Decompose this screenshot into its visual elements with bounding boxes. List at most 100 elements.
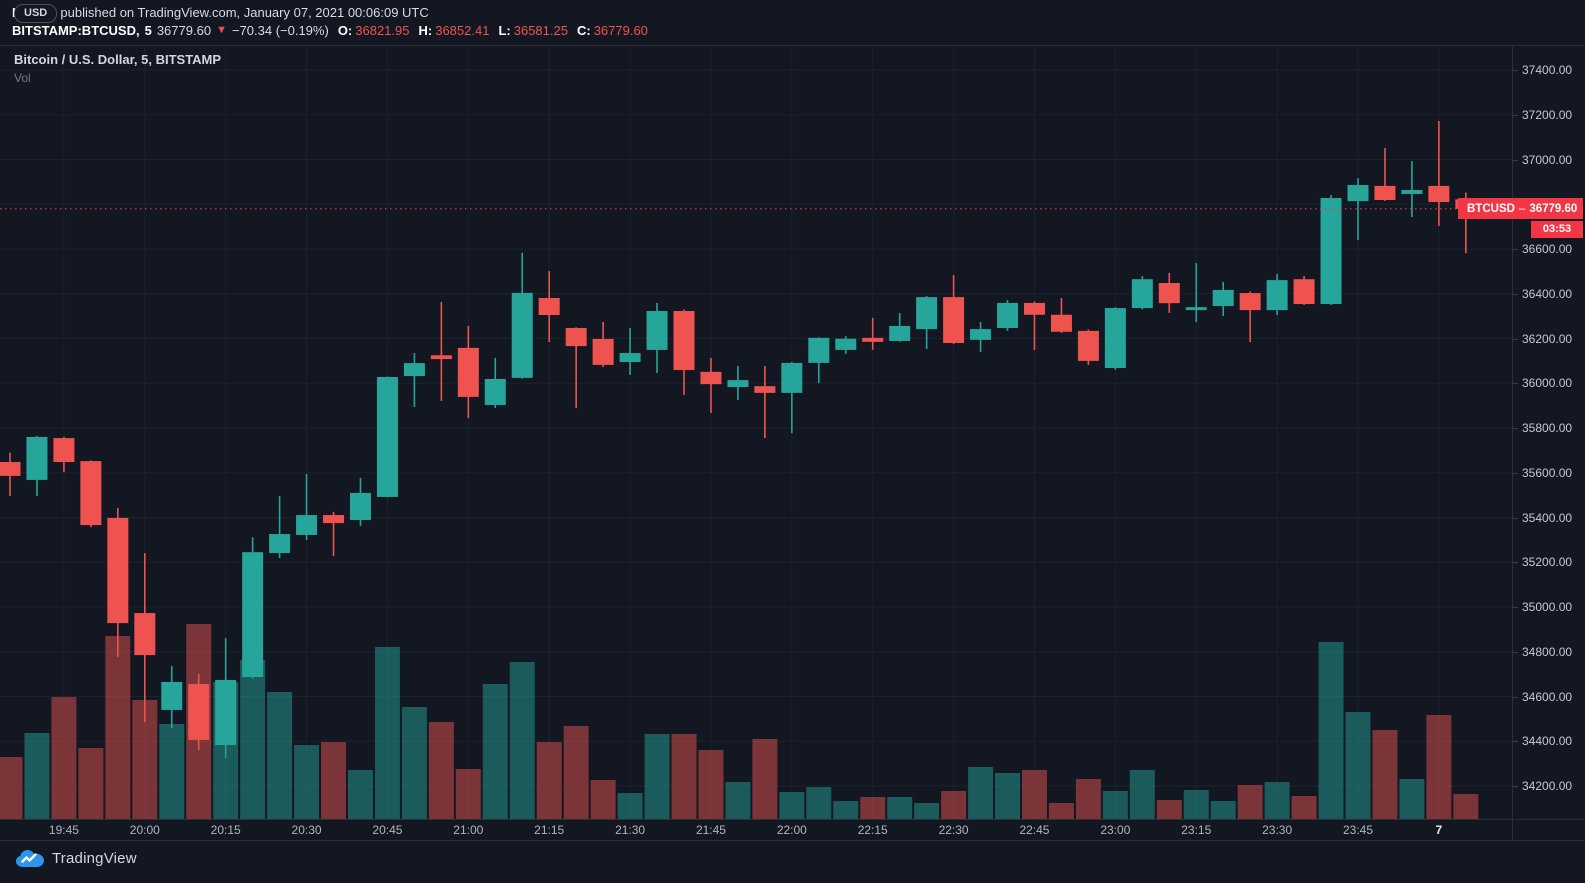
- currency-toggle-button[interactable]: USD: [14, 4, 58, 23]
- time-tick-label: 7: [1435, 823, 1443, 837]
- volume-bar: [644, 734, 670, 819]
- price-axis[interactable]: 37400.0037200.0037000.0036800.0036600.00…: [1513, 45, 1585, 819]
- time-tick-label: 21:00: [453, 823, 484, 837]
- volume-bar: [1453, 794, 1479, 819]
- down-triangle-icon: ▼: [216, 24, 227, 36]
- volume-bar: [536, 742, 562, 819]
- price-tick-mark: [1513, 383, 1518, 385]
- time-tick-label: 22:45: [1019, 823, 1050, 837]
- candle-body: [484, 378, 506, 405]
- tradingview-logo-link[interactable]: TradingView: [15, 849, 137, 868]
- price-tick-label: 35200.00: [1522, 555, 1573, 570]
- time-tick-label: 22:30: [938, 823, 969, 837]
- pane-top-border: [0, 45, 1585, 46]
- bar-countdown: 03:53: [1531, 220, 1583, 238]
- volume-bar: [671, 734, 697, 819]
- time-tick-label: 21:30: [615, 823, 646, 837]
- time-axis[interactable]: 19:45 20:00 20:15 20:30 20:45 21:00 21:15 21:30…: [0, 820, 1585, 840]
- price-tick-mark: [1513, 293, 1518, 295]
- time-tick-label: 23:45: [1342, 823, 1374, 837]
- volume-bar: [321, 742, 347, 819]
- candle-body: [107, 517, 129, 624]
- tradingview-cloud-icon: [16, 850, 44, 867]
- close-label: C:: [576, 23, 591, 38]
- time-tick-label: 23:30: [1262, 823, 1293, 837]
- volume-bar: [563, 726, 589, 819]
- current-price-flag: BTCUSD ‒ 36779.60: [1458, 198, 1583, 220]
- high-value: 36852.41: [435, 23, 490, 38]
- volume-bar: [1318, 642, 1344, 819]
- volume-bar: [833, 801, 859, 819]
- volume-bar: [455, 769, 481, 819]
- candle-body: [592, 338, 614, 365]
- candle-body: [349, 492, 371, 520]
- candlestick-canvas[interactable]: [0, 45, 1512, 819]
- time-tick-label: 20:30: [291, 823, 322, 837]
- time-tick-label: 23:15: [1181, 823, 1212, 837]
- candle-body: [1077, 330, 1099, 361]
- price-tick-label: 37200.00: [1522, 107, 1573, 122]
- flag-price: 36779.60: [1529, 202, 1578, 215]
- price-axis-border: [1512, 45, 1513, 840]
- volume-bar: [1021, 770, 1047, 819]
- volume-bar: [590, 780, 616, 819]
- volume-bar: [0, 757, 23, 819]
- candle-body: [457, 347, 479, 397]
- candle-body: [376, 376, 398, 497]
- candle-body: [916, 297, 938, 330]
- price-tick-label: 37400.00: [1522, 63, 1573, 77]
- price-tick-label: 35600.00: [1522, 465, 1573, 480]
- volume-bar: [509, 662, 535, 819]
- candle-body: [1131, 279, 1153, 309]
- candle-body: [673, 310, 695, 371]
- volume-bar: [1237, 785, 1263, 819]
- candle-body: [889, 325, 911, 341]
- candle-body: [835, 338, 857, 350]
- candle-body: [430, 355, 452, 360]
- price-tick-mark: [1513, 517, 1518, 519]
- volume-bar: [914, 803, 940, 819]
- chart-legend[interactable]: Bitcoin / U.S. Dollar, 5, BITSTAMP Vol: [14, 51, 221, 86]
- volume-bar: [860, 797, 886, 819]
- price-tick-label: 35400.00: [1522, 510, 1573, 525]
- brand-bar-border: [0, 840, 1585, 841]
- volume-bar: [428, 722, 454, 819]
- price-tick-mark: [1513, 428, 1518, 429]
- volume-bar: [1345, 712, 1371, 819]
- symbol-name: BITSTAMP:BTCUSD,: [12, 23, 140, 38]
- candle-body: [1212, 289, 1234, 307]
- price-tick-label: 37000.00: [1522, 152, 1573, 167]
- price-tick-label: 36000.00: [1522, 376, 1573, 391]
- low-label: L:: [498, 23, 511, 38]
- time-tick-label: 19:45: [48, 823, 79, 837]
- volume-bar: [240, 660, 266, 819]
- volume-bar: [105, 636, 131, 819]
- volume-bar: [347, 770, 373, 819]
- candle-body: [862, 337, 884, 342]
- candle-body: [296, 515, 318, 535]
- price-tick-mark: [1513, 338, 1518, 340]
- volume-bar: [617, 793, 643, 819]
- symbol-status-line: BITSTAMP:BTCUSD, 5 36779.60 ▼ −70.34 (−0…: [12, 22, 648, 39]
- price-change: −70.34 (−0.19%): [231, 23, 329, 38]
- candle-body: [1374, 185, 1396, 200]
- publish-header: Hydrus published on TradingView.com, Jan…: [12, 4, 648, 39]
- price-tick-label: 35000.00: [1522, 600, 1573, 614]
- candle-body: [754, 386, 776, 393]
- price-tick-label: 36400.00: [1522, 286, 1573, 301]
- volume-bar: [1102, 791, 1128, 819]
- price-tick-mark: [1513, 741, 1518, 743]
- chart-pane[interactable]: [0, 45, 1512, 819]
- candle-body: [269, 534, 291, 554]
- volume-bar: [995, 773, 1021, 819]
- time-tick-label: 20:00: [129, 823, 160, 837]
- candle-body: [26, 436, 48, 480]
- time-tick-label: 23:00: [1100, 823, 1131, 837]
- volume-bar: [374, 647, 400, 819]
- candle-body: [1104, 308, 1126, 369]
- volume-bar: [1075, 779, 1101, 819]
- candle-body: [1266, 280, 1288, 311]
- volume-bar: [806, 787, 832, 819]
- candle-body: [781, 362, 803, 393]
